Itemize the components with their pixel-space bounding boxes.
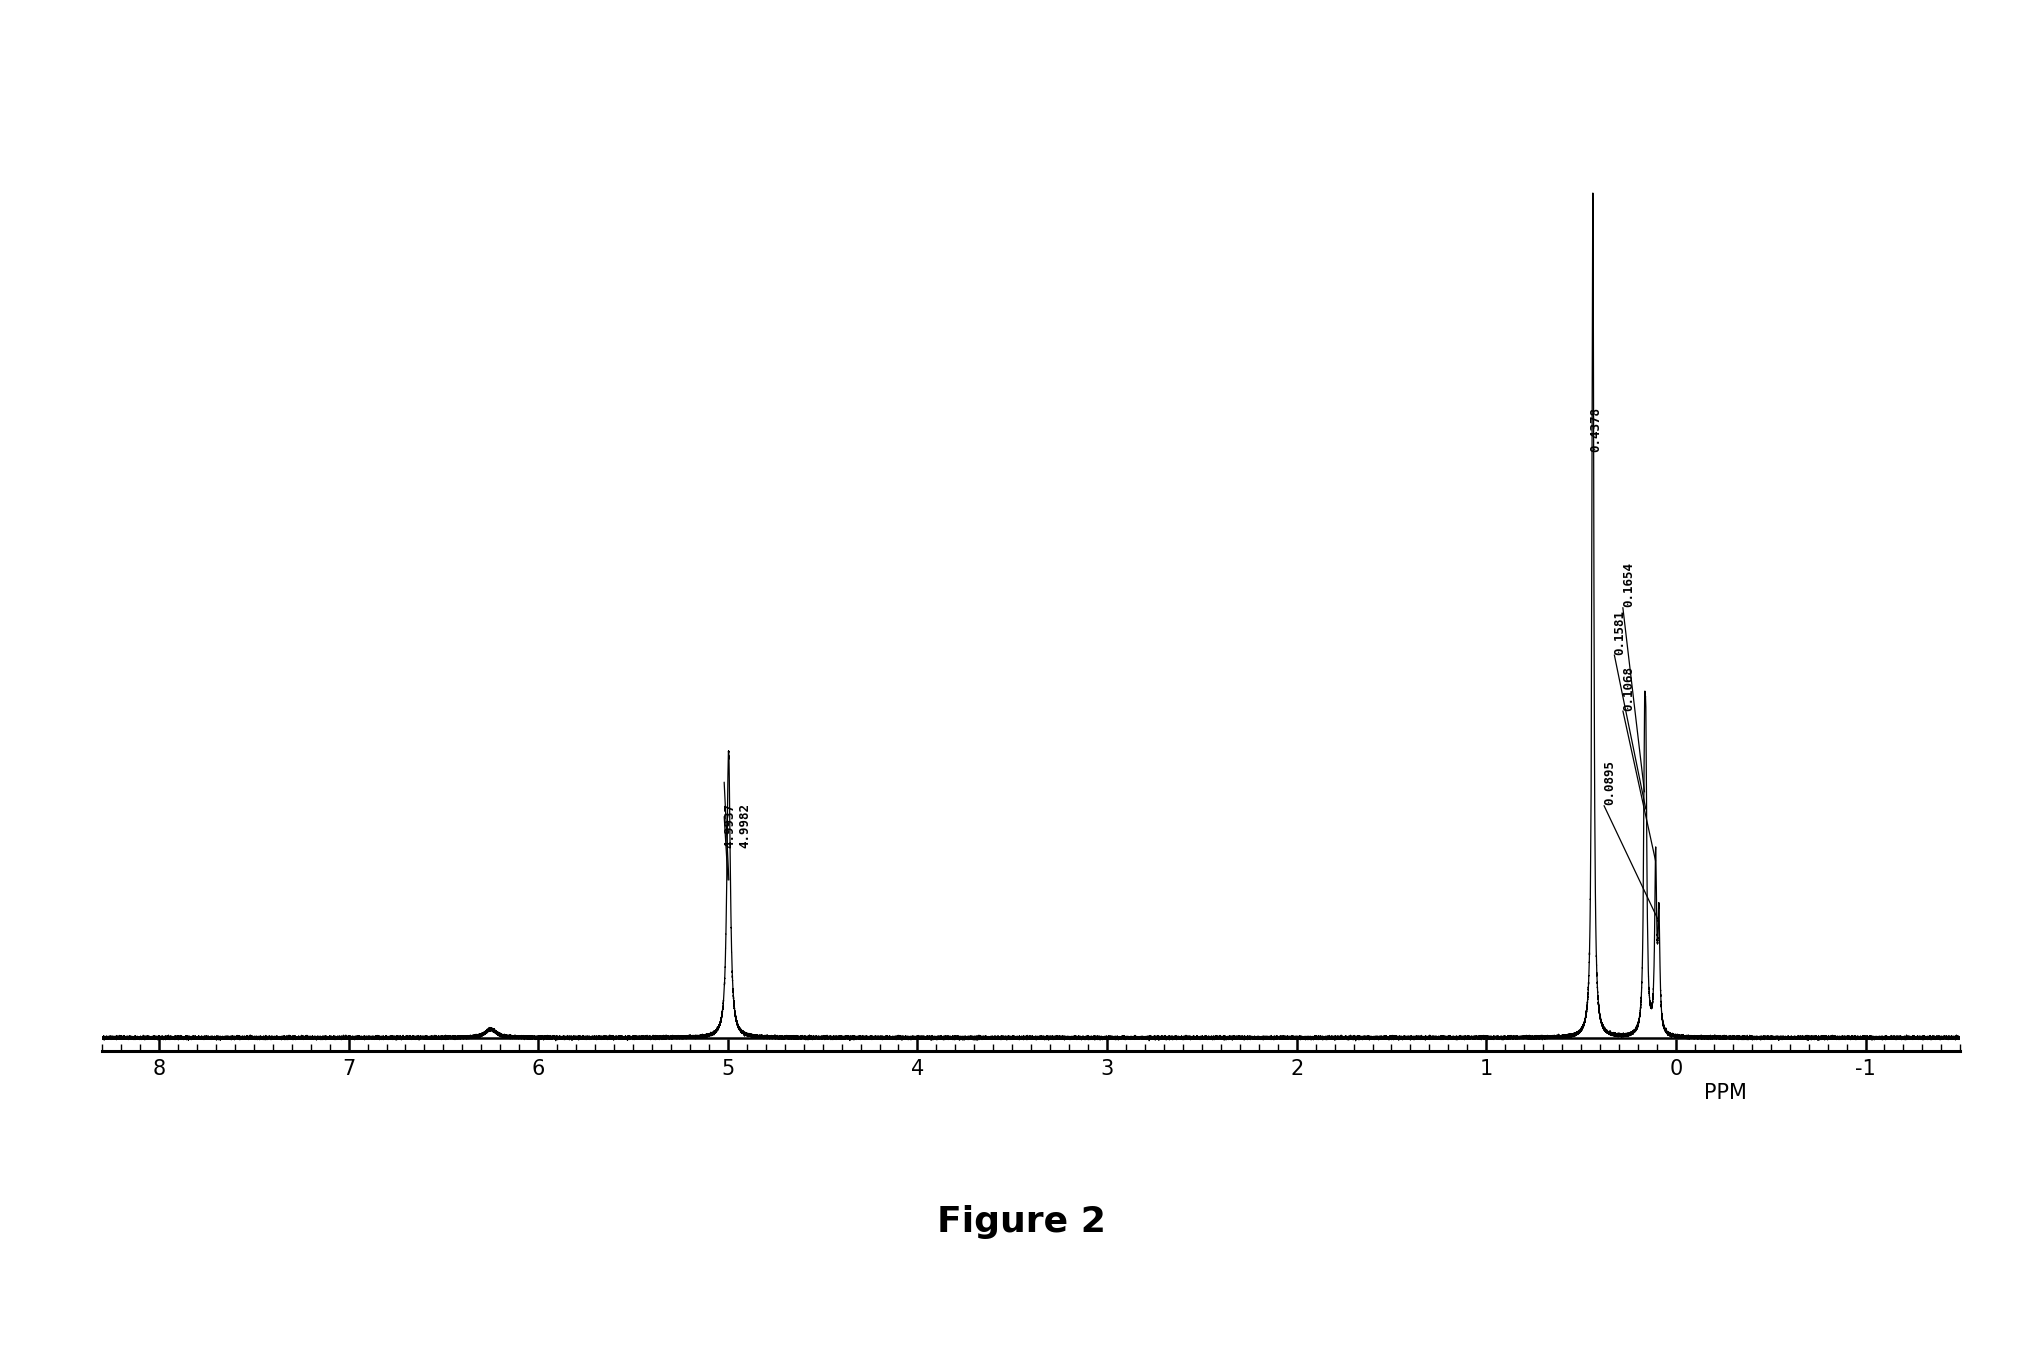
Text: 0.4378: 0.4378 (1589, 407, 1603, 453)
Text: 0.1654: 0.1654 (1621, 562, 1636, 607)
Text: 4.9937
4.9982: 4.9937 4.9982 (723, 803, 751, 849)
Text: Figure 2: Figure 2 (937, 1206, 1105, 1239)
Text: PPM: PPM (1705, 1083, 1748, 1103)
Text: 0.0895: 0.0895 (1603, 760, 1617, 806)
Text: 0.1068: 0.1068 (1621, 665, 1636, 710)
Text: 0.1581: 0.1581 (1613, 610, 1627, 655)
